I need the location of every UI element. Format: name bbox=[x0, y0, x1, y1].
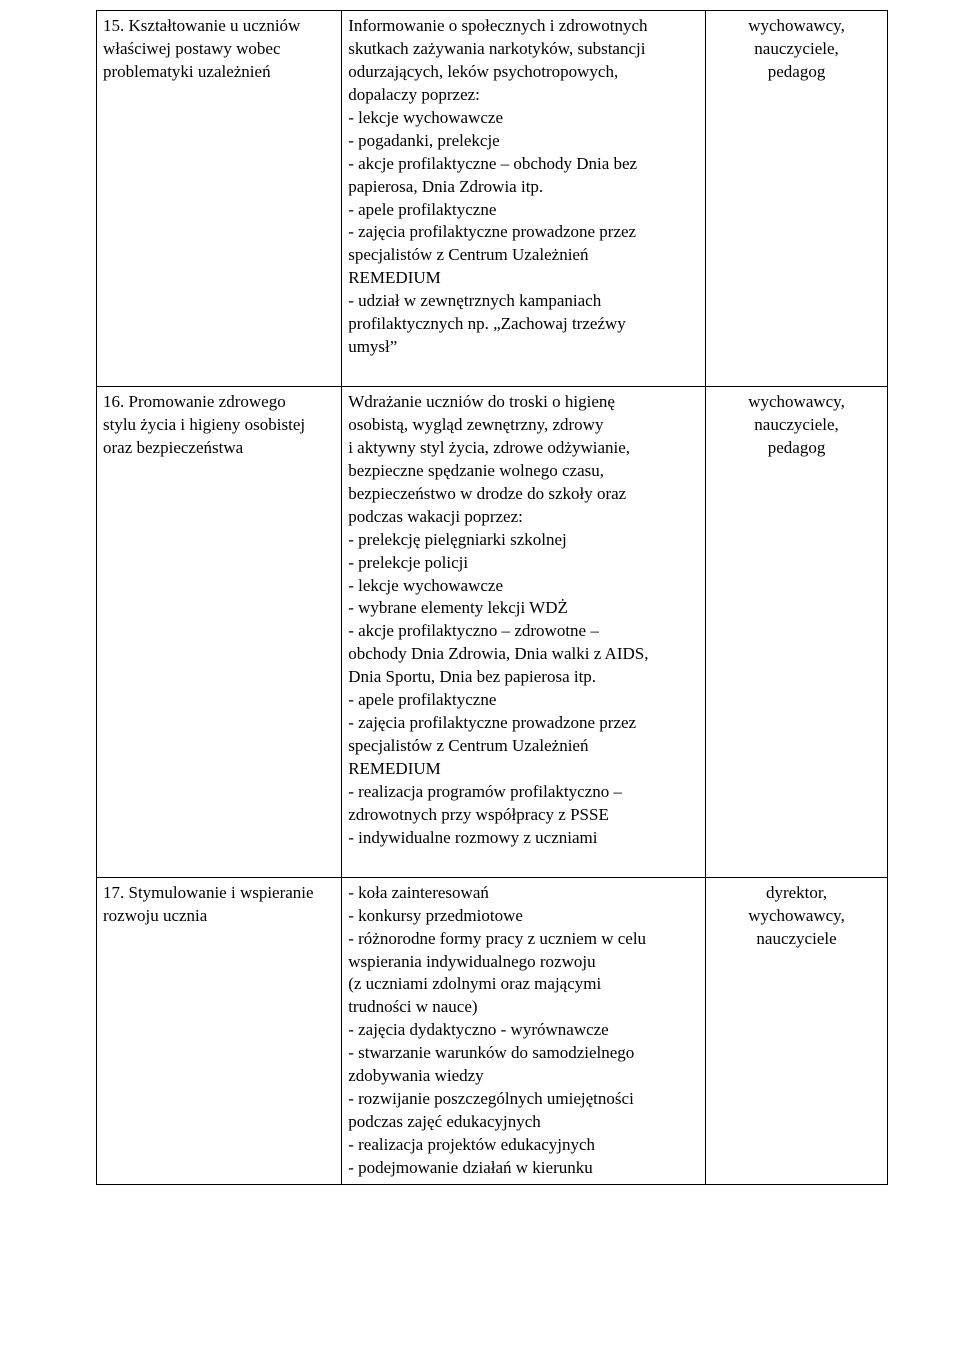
text-line: 17. Stymulowanie i wspieranie bbox=[103, 882, 335, 905]
text-line: osobistą, wygląd zewnętrzny, zdrowy bbox=[348, 414, 699, 437]
text-line: - prelekcję pielęgniarki szkolnej bbox=[348, 529, 699, 552]
text-line: - prelekcje policji bbox=[348, 552, 699, 575]
text-line: obchody Dnia Zdrowia, Dnia walki z AIDS, bbox=[348, 643, 699, 666]
cell-col3: wychowawcy,nauczyciele,pedagog bbox=[706, 11, 888, 387]
text-line: nauczyciele, bbox=[712, 414, 881, 437]
text-line: REMEDIUM bbox=[348, 267, 699, 290]
text-line: Informowanie o społecznych i zdrowotnych bbox=[348, 15, 699, 38]
text-line: - rozwijanie poszczególnych umiejętności bbox=[348, 1088, 699, 1111]
text-line: - zajęcia profilaktyczne prowadzone prze… bbox=[348, 221, 699, 244]
text-line: 16. Promowanie zdrowego bbox=[103, 391, 335, 414]
text-line: odurzających, leków psychotropowych, bbox=[348, 61, 699, 84]
text-line: - różnorodne formy pracy z uczniem w cel… bbox=[348, 928, 699, 951]
text-line: - podejmowanie działań w kierunku bbox=[348, 1157, 699, 1180]
text-line: stylu życia i higieny osobistej bbox=[103, 414, 335, 437]
text-line: i aktywny styl życia, zdrowe odżywianie, bbox=[348, 437, 699, 460]
text-line: profilaktycznych np. „Zachowaj trzeźwy bbox=[348, 313, 699, 336]
text-line: 15. Kształtowanie u uczniów bbox=[103, 15, 335, 38]
text-line: rozwoju ucznia bbox=[103, 905, 335, 928]
text-line: nauczyciele bbox=[712, 928, 881, 951]
table-row: 17. Stymulowanie i wspieranierozwoju ucz… bbox=[97, 877, 888, 1184]
cell-col2: Informowanie o społecznych i zdrowotnych… bbox=[342, 11, 706, 387]
text-line: papierosa, Dnia Zdrowia itp. bbox=[348, 176, 699, 199]
text-line: problematyki uzależnień bbox=[103, 61, 335, 84]
text-line: - realizacja programów profilaktyczno – bbox=[348, 781, 699, 804]
text-line bbox=[348, 850, 699, 873]
cell-col1: 15. Kształtowanie u uczniówwłaściwej pos… bbox=[97, 11, 342, 387]
cell-col3: dyrektor,wychowawcy,nauczyciele bbox=[706, 877, 888, 1184]
table-row: 15. Kształtowanie u uczniówwłaściwej pos… bbox=[97, 11, 888, 387]
text-line: REMEDIUM bbox=[348, 758, 699, 781]
text-line: oraz bezpieczeństwa bbox=[103, 437, 335, 460]
text-line: nauczyciele, bbox=[712, 38, 881, 61]
text-line: wychowawcy, bbox=[712, 905, 881, 928]
text-line: umysł” bbox=[348, 336, 699, 359]
text-line: właściwej postawy wobec bbox=[103, 38, 335, 61]
text-line: zdobywania wiedzy bbox=[348, 1065, 699, 1088]
text-line: - indywidualne rozmowy z uczniami bbox=[348, 827, 699, 850]
text-line: - akcje profilaktyczno – zdrowotne – bbox=[348, 620, 699, 643]
text-line: dopalaczy poprzez: bbox=[348, 84, 699, 107]
text-line: Wdrażanie uczniów do troski o higienę bbox=[348, 391, 699, 414]
table-body: 15. Kształtowanie u uczniówwłaściwej pos… bbox=[97, 11, 888, 1185]
cell-col2: Wdrażanie uczniów do troski o higienęoso… bbox=[342, 387, 706, 878]
cell-col1: 16. Promowanie zdrowegostylu życia i hig… bbox=[97, 387, 342, 878]
text-line: - udział w zewnętrznych kampaniach bbox=[348, 290, 699, 313]
cell-col2: - koła zainteresowań- konkursy przedmiot… bbox=[342, 877, 706, 1184]
text-line: Dnia Sportu, Dnia bez papierosa itp. bbox=[348, 666, 699, 689]
text-line: podczas wakacji poprzez: bbox=[348, 506, 699, 529]
text-line: - konkursy przedmiotowe bbox=[348, 905, 699, 928]
text-line: - koła zainteresowań bbox=[348, 882, 699, 905]
text-line: - apele profilaktyczne bbox=[348, 689, 699, 712]
text-line: pedagog bbox=[712, 437, 881, 460]
text-line: - lekcje wychowawcze bbox=[348, 575, 699, 598]
text-line: trudności w nauce) bbox=[348, 996, 699, 1019]
text-line: wychowawcy, bbox=[712, 15, 881, 38]
text-line: skutkach zażywania narkotyków, substancj… bbox=[348, 38, 699, 61]
text-line: - apele profilaktyczne bbox=[348, 199, 699, 222]
text-line: (z uczniami zdolnymi oraz mającymi bbox=[348, 973, 699, 996]
text-line: specjalistów z Centrum Uzależnień bbox=[348, 735, 699, 758]
text-line: wspierania indywidualnego rozwoju bbox=[348, 951, 699, 974]
text-line: dyrektor, bbox=[712, 882, 881, 905]
text-line: bezpieczeństwo w drodze do szkoły oraz bbox=[348, 483, 699, 506]
text-line: - wybrane elementy lekcji WDŻ bbox=[348, 597, 699, 620]
table-row: 16. Promowanie zdrowegostylu życia i hig… bbox=[97, 387, 888, 878]
text-line: - pogadanki, prelekcje bbox=[348, 130, 699, 153]
text-line: - akcje profilaktyczne – obchody Dnia be… bbox=[348, 153, 699, 176]
text-line: - lekcje wychowawcze bbox=[348, 107, 699, 130]
text-line: - zajęcia dydaktyczno - wyrównawcze bbox=[348, 1019, 699, 1042]
cell-col1: 17. Stymulowanie i wspieranierozwoju ucz… bbox=[97, 877, 342, 1184]
text-line: zdrowotnych przy współpracy z PSSE bbox=[348, 804, 699, 827]
text-line: podczas zajęć edukacyjnych bbox=[348, 1111, 699, 1134]
text-line: bezpieczne spędzanie wolnego czasu, bbox=[348, 460, 699, 483]
text-line: wychowawcy, bbox=[712, 391, 881, 414]
text-line bbox=[348, 359, 699, 382]
text-line: - stwarzanie warunków do samodzielnego bbox=[348, 1042, 699, 1065]
text-line: - realizacja projektów edukacyjnych bbox=[348, 1134, 699, 1157]
cell-col3: wychowawcy,nauczyciele,pedagog bbox=[706, 387, 888, 878]
text-line: - zajęcia profilaktyczne prowadzone prze… bbox=[348, 712, 699, 735]
text-line: pedagog bbox=[712, 61, 881, 84]
program-table: 15. Kształtowanie u uczniówwłaściwej pos… bbox=[96, 10, 888, 1185]
text-line: specjalistów z Centrum Uzależnień bbox=[348, 244, 699, 267]
